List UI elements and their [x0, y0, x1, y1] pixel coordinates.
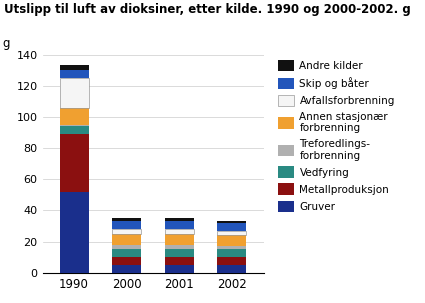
Bar: [165, 234, 194, 245]
Bar: [218, 265, 246, 273]
Bar: [60, 108, 88, 125]
Bar: [112, 245, 141, 249]
Bar: [218, 221, 246, 223]
Bar: [60, 126, 88, 134]
Bar: [218, 235, 246, 246]
Bar: [218, 249, 246, 257]
Bar: [112, 249, 141, 257]
Bar: [218, 231, 246, 235]
Bar: [112, 218, 141, 221]
Bar: [165, 221, 194, 229]
Bar: [60, 134, 88, 192]
Bar: [112, 221, 141, 229]
Bar: [60, 78, 88, 108]
Bar: [112, 229, 141, 234]
Bar: [165, 249, 194, 257]
Bar: [218, 257, 246, 265]
Bar: [60, 192, 88, 273]
Bar: [165, 229, 194, 234]
Bar: [112, 265, 141, 273]
Bar: [165, 257, 194, 265]
Text: g: g: [3, 37, 10, 50]
Bar: [165, 265, 194, 273]
Bar: [112, 234, 141, 245]
Text: Utslipp til luft av dioksiner, etter kilde. 1990 og 2000-2002. g: Utslipp til luft av dioksiner, etter kil…: [4, 3, 411, 16]
Bar: [165, 245, 194, 249]
Bar: [112, 229, 141, 234]
Bar: [165, 229, 194, 234]
Bar: [218, 231, 246, 235]
Bar: [218, 246, 246, 249]
Bar: [165, 218, 194, 221]
Legend: Andre kilder, Skip og båter, Avfallsforbrenning, Annen stasjonær
forbrenning, Tr: Andre kilder, Skip og båter, Avfallsforb…: [278, 60, 395, 212]
Bar: [60, 125, 88, 126]
Bar: [60, 70, 88, 78]
Bar: [218, 223, 246, 231]
Bar: [60, 65, 88, 70]
Bar: [60, 78, 88, 108]
Bar: [112, 257, 141, 265]
